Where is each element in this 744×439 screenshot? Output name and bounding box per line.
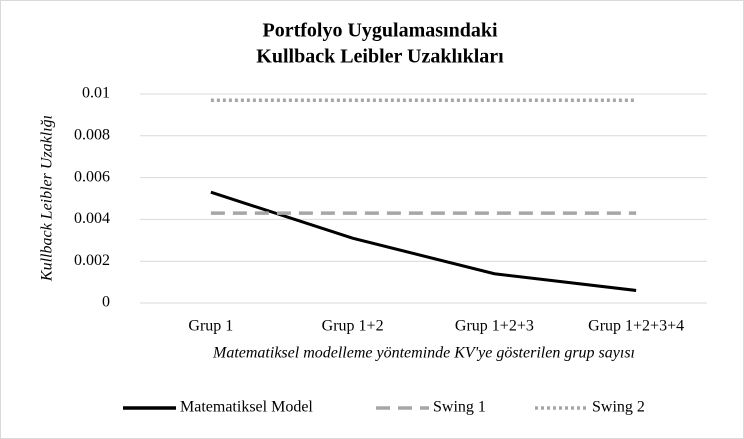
y-tick-label: 0.008 (74, 126, 110, 143)
x-axis-label: Matematiksel modelleme yönteminde KV'ye … (212, 345, 635, 362)
line-series (210, 190, 637, 292)
y-tick-label: 0.01 (82, 85, 110, 102)
legend-label: Swing 2 (592, 399, 645, 416)
legend-label: Matematiksel Model (180, 399, 313, 416)
chart-title: Kullback Leibler Uzaklıkları (256, 46, 504, 68)
y-tick-label: 0.006 (74, 168, 110, 185)
y-tick-label: 0 (102, 294, 110, 311)
x-tick-label: Grup 1 (188, 318, 233, 335)
y-axis-label: Kullback Leibler Uzaklığı (39, 115, 56, 282)
x-tick-label: Grup 1+2 (322, 318, 384, 335)
y-tick-label: 0.002 (74, 252, 110, 269)
chart-title: Portfolyo Uygulamasındaki (262, 20, 497, 42)
y-tick-label: 0.004 (74, 210, 110, 227)
x-tick-label: Grup 1+2+3 (455, 318, 534, 335)
x-tick-label: Grup 1+2+3+4 (588, 318, 684, 335)
legend-label: Swing 1 (433, 399, 486, 416)
